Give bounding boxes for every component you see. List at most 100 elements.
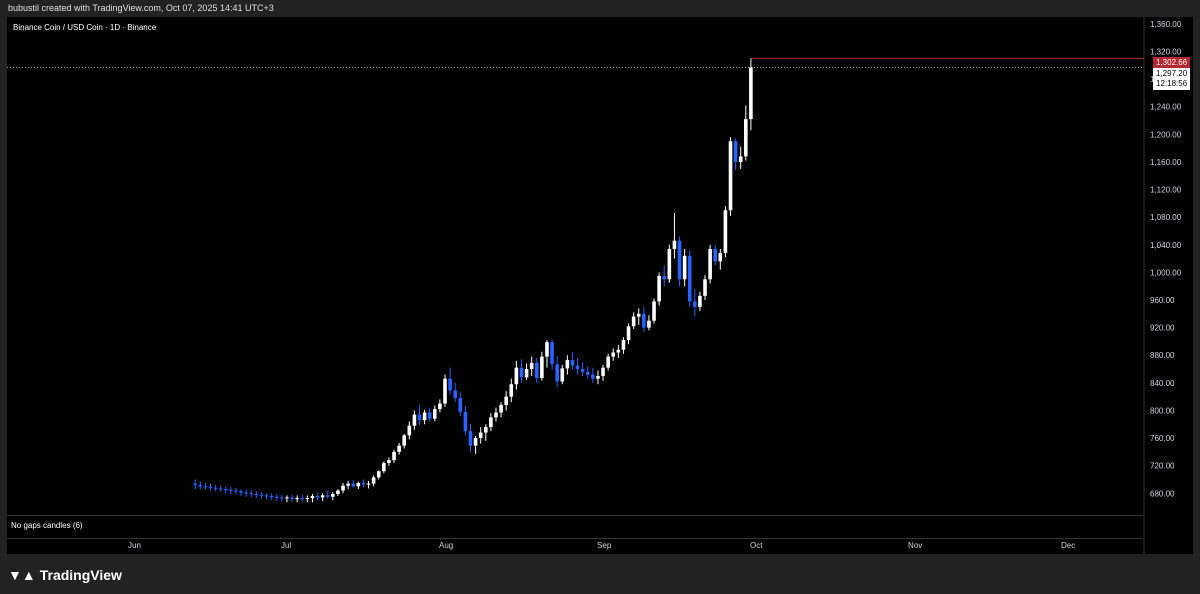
candle-body [667,248,672,280]
candle-body [483,427,488,433]
candle-body [453,390,457,399]
countdown-timer: 12:18:56 [1156,79,1188,88]
candle-body [606,356,610,368]
candle-body [555,364,559,382]
candle-body [489,417,493,428]
candle-body [443,378,447,404]
candle-body [636,313,641,317]
candle-body [463,411,468,432]
candle-body [560,368,565,382]
candle-body [611,352,616,357]
candle-body [723,210,728,254]
candle-body [208,487,213,489]
candle-body [397,445,401,452]
candle-body [575,365,580,370]
price-tick-label: 1,160.00 [1150,158,1182,167]
candle-body [295,498,299,500]
price-tick-label: 680.00 [1150,489,1175,498]
candle-body [366,483,371,485]
candle-body [280,497,284,499]
candle-body [585,371,590,375]
candle-body [376,471,381,478]
last-price-value: 1,297.20 [1156,69,1188,78]
candle-body [402,435,407,446]
price-tick-label: 880.00 [1150,351,1175,360]
candle-body [229,489,233,491]
candle-body [417,414,422,421]
candle-body [540,356,544,379]
candle-body [682,255,687,280]
candle-body [693,301,697,307]
candle-body [677,240,682,280]
candle-body [331,493,335,497]
month-tick-label: Jun [128,541,141,550]
candle-body [718,253,723,262]
candle-body [478,432,483,439]
candle-body [494,412,498,418]
candle-body [290,497,294,499]
candle-body [621,340,626,350]
price-tick-label: 1,200.00 [1150,130,1182,139]
candle-body [596,375,600,379]
candle-body [356,482,361,487]
month-tick-label: Aug [439,541,453,550]
candle-body [427,412,432,419]
price-tick-label: 1,080.00 [1150,213,1182,222]
header-attribution: bubustil created with TradingView.com, O… [8,3,274,13]
candle-body [565,360,570,369]
last-price-tag: 1,297.20 12:18:56 [1153,68,1191,90]
price-tick-label: 800.00 [1150,406,1175,415]
candle-body [458,398,463,412]
candle-body [310,496,315,499]
candle-body [351,483,356,487]
candle-body [744,119,748,157]
candle-body [703,279,707,296]
candle-body [239,491,243,493]
month-tick-label: Dec [1061,541,1075,550]
candle-body [708,248,712,280]
candle-body [657,275,661,302]
candle-body [392,451,396,461]
candle-body [733,141,738,162]
candle-body [305,498,310,500]
symbol-title: Binance Coin / USD Coin · 1D · Binance [13,23,157,32]
month-tick-label: Sep [597,541,612,550]
candle-body [433,409,437,419]
candle-body [438,403,442,410]
candle-body [642,313,646,328]
candle-body [346,483,350,486]
candle-body [652,301,656,321]
candle-body [534,362,539,379]
candle-body [234,490,238,492]
price-axis: 680.00 720.00 760.00 800.00 840.00 880.00 920.… [1143,17,1182,554]
tradingview-logo[interactable]: ▼▲ TradingView [8,567,122,583]
candle-body [193,483,197,486]
time-axis: Jun Jul Aug Sep Oct Nov Dec [128,541,1075,550]
price-tick-label: 920.00 [1150,324,1175,333]
price-tick-label: 1,000.00 [1150,268,1182,277]
price-tick-label: 1,240.00 [1150,103,1182,112]
price-tick-label: 720.00 [1150,462,1175,471]
candle-body [223,489,228,491]
candle-body [713,248,718,262]
candle-body [631,316,636,327]
candle-body [738,156,743,162]
candle-body [341,485,345,491]
candle-body [412,414,417,426]
candle-body [274,496,279,498]
candle-body [749,67,753,120]
chart-area[interactable]: 680.00 720.00 760.00 800.00 840.00 880.00 920.… [7,17,1193,554]
month-tick-label: Jul [281,541,291,550]
candle-body [315,496,320,498]
candle-body [448,378,452,391]
candle-body [545,342,549,357]
candle-body [514,367,519,385]
candle-body [591,374,595,379]
candle-body [213,487,218,489]
tradingview-logo-icon: ▼▲ [8,567,36,583]
candle-body [300,498,305,500]
candle-body [473,438,478,446]
candle-body [524,369,529,378]
high-price-tag: 1,302.66 [1153,57,1191,68]
chart-plot[interactable]: 680.00 720.00 760.00 800.00 840.00 880.00 920.… [7,17,1193,554]
